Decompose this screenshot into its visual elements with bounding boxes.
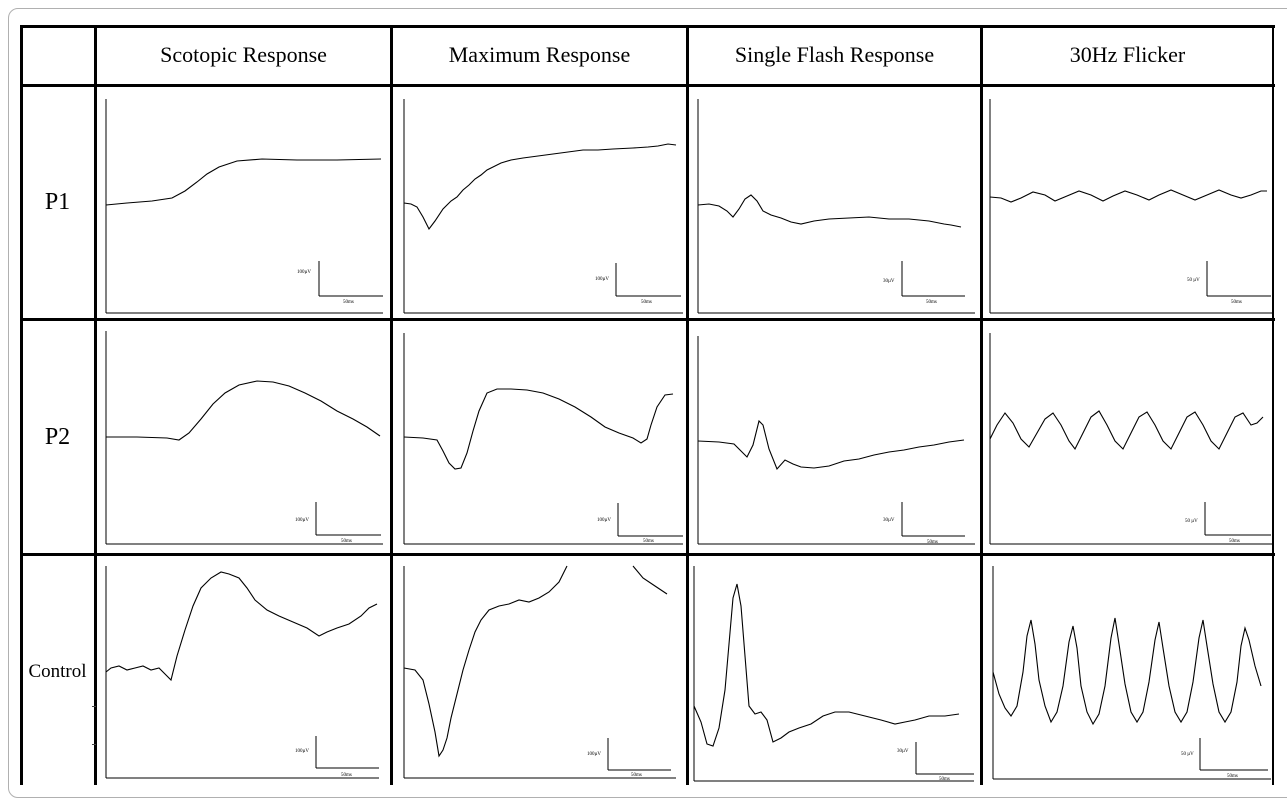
scale-label-time: 50ms — [341, 539, 352, 544]
scale-label-amplitude: 100µV — [295, 518, 309, 523]
scale-label-amplitude: 100µV — [595, 277, 609, 282]
erg-panel-p2-maximum: 100µV 50ms — [393, 321, 686, 553]
erg-panel-p2-flicker: 50 µV 50ms — [983, 321, 1272, 553]
erg-panel-p2-single-flash: 30µV 50ms — [689, 321, 980, 553]
scale-label-time: 50ms — [643, 539, 654, 544]
erg-waveform-trace — [106, 380, 381, 441]
column-header-single-flash: Single Flash Response — [734, 42, 935, 67]
grid-col-divider-2 — [686, 25, 689, 785]
scale-label-amplitude: 30µV — [883, 518, 895, 523]
grid-col-divider-0 — [94, 25, 97, 785]
erg-waveform-trace — [105, 571, 378, 682]
row-header-control: Control — [28, 660, 87, 682]
scale-label-amplitude: 30µV — [897, 749, 909, 754]
scale-label-amplitude: 50 µV — [1185, 519, 1198, 524]
scale-label-amplitude: 100µV — [587, 752, 601, 757]
erg-waveform-trace — [989, 410, 1264, 451]
scale-label-time: 50ms — [631, 773, 642, 778]
scale-label-amplitude: 30µV — [883, 279, 895, 284]
erg-waveform-trace — [693, 583, 960, 747]
grid-top-border — [20, 25, 1275, 28]
scale-label-time: 50ms — [927, 540, 938, 545]
erg-panel-control-scotopic: 100µV 50ms — [97, 556, 390, 787]
grid-col-divider-3 — [980, 25, 983, 785]
erg-panel-control-single-flash: 30µV 50ms — [689, 556, 980, 787]
scale-label-time: 50ms — [1227, 774, 1238, 779]
erg-waveform-trace — [105, 158, 382, 206]
left-edge-tick — [92, 744, 96, 745]
erg-panel-p1-single-flash: 30µV 50ms — [689, 87, 980, 318]
scale-label-time: 50ms — [939, 777, 950, 782]
grid-right-border — [1272, 25, 1274, 785]
scale-label-time: 50ms — [1229, 539, 1240, 544]
erg-panel-p1-flicker: 50 µV 50ms — [983, 87, 1272, 318]
erg-panel-control-flicker: 50 µV 50ms — [983, 556, 1272, 787]
scale-label-time: 50ms — [926, 300, 937, 305]
grid-col-divider-1 — [390, 25, 393, 785]
column-header-scotopic: Scotopic Response — [160, 42, 327, 67]
row-header-p2: P2 — [44, 423, 71, 450]
scale-label-amplitude: 100µV — [297, 270, 311, 275]
erg-waveform-trace — [403, 143, 677, 231]
scale-label-time: 50ms — [341, 773, 352, 778]
erg-waveform-trace — [992, 617, 1262, 726]
erg-panel-p1-scotopic: 100µV 50ms — [97, 87, 390, 318]
grid-left-border — [20, 25, 23, 785]
erg-waveform-trace — [403, 565, 568, 758]
grid-header-divider — [20, 84, 1275, 87]
erg-panel-control-maximum: 100µV 50ms — [393, 556, 686, 787]
column-header-flicker: 30Hz Flicker — [1069, 42, 1186, 67]
scale-label-amplitude: 50 µV — [1181, 752, 1194, 757]
scale-label-amplitude: 100µV — [597, 518, 611, 523]
erg-waveform-trace — [697, 419, 965, 471]
erg-waveform-trace — [697, 194, 962, 228]
erg-waveform-trace — [403, 388, 674, 470]
scale-label-time: 50ms — [343, 300, 354, 305]
grid-row-divider-2 — [20, 553, 1275, 556]
scale-label-time: 50ms — [641, 300, 652, 305]
scale-label-amplitude: 50 µV — [1187, 278, 1200, 283]
erg-waveform-trace — [989, 189, 1267, 203]
erg-panel-p1-maximum: 100µV 50ms — [393, 87, 686, 318]
column-header-maximum: Maximum Response — [448, 42, 631, 67]
erg-waveform-trace-tail — [632, 565, 668, 595]
row-header-p1: P1 — [44, 189, 71, 215]
scale-label-time: 50ms — [1231, 300, 1242, 305]
grid-row-divider-1 — [20, 318, 1275, 321]
left-edge-tick — [92, 706, 96, 707]
scale-label-amplitude: 100µV — [295, 749, 309, 754]
erg-panel-p2-scotopic: 100µV 50ms — [97, 321, 390, 553]
